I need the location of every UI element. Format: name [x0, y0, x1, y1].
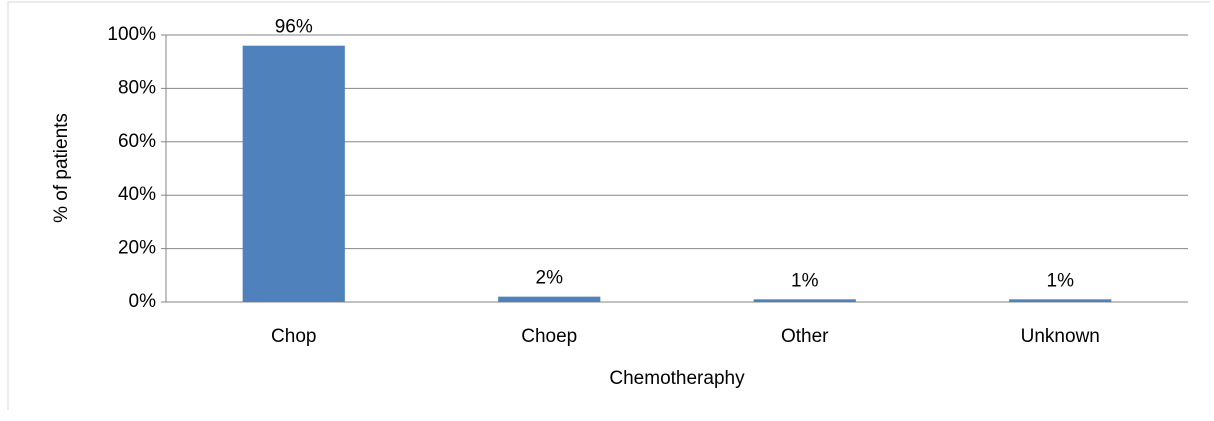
- y-tick-label: 100%: [107, 24, 156, 45]
- data-label: 1%: [791, 270, 819, 291]
- x-tick-label: Other: [781, 326, 829, 347]
- x-tick-label: Choep: [521, 326, 577, 347]
- x-tick-label: Unknown: [1021, 326, 1100, 347]
- bar: [242, 45, 345, 303]
- x-axis-title: Chemotheraphy: [609, 368, 745, 389]
- data-label: 1%: [1047, 270, 1075, 291]
- bar: [498, 296, 601, 302]
- y-tick-label: 20%: [118, 238, 156, 259]
- y-tick-label: 0%: [129, 291, 157, 312]
- y-tick-label: 40%: [118, 184, 156, 205]
- data-label: 2%: [536, 268, 564, 289]
- y-axis-title: % of patients: [51, 113, 72, 223]
- y-tick-label: 60%: [118, 131, 156, 152]
- bar: [1009, 299, 1112, 302]
- x-tick-label: Chop: [271, 326, 316, 347]
- bar: [753, 299, 856, 302]
- chart-frame: [7, 1, 1210, 410]
- y-tick-label: 80%: [118, 77, 156, 98]
- data-label: 96%: [275, 17, 313, 38]
